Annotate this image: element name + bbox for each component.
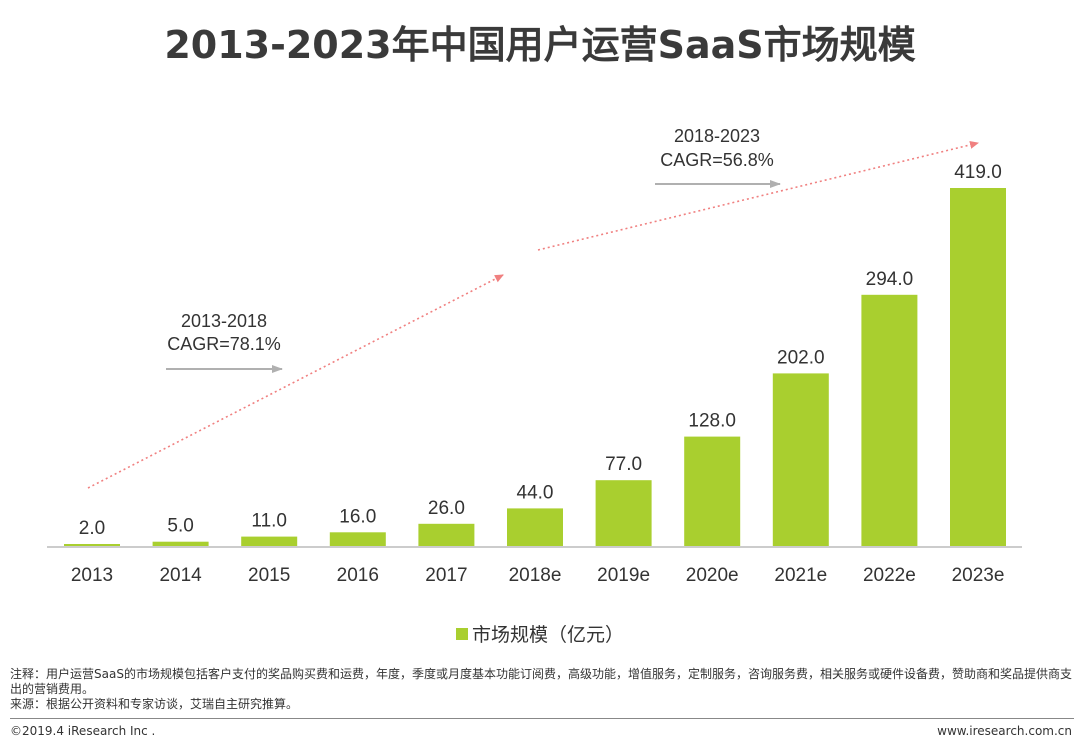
copyright: ©2019.4 iResearch Inc .	[10, 724, 156, 738]
x-tick-2016: 2016	[337, 565, 379, 586]
x-tick-labels: 2013 2014 2015 2016 2017 2018e 2019e 2020e 2021e…	[71, 565, 1005, 586]
value-label-2015: 11.0	[251, 511, 287, 532]
value-label-2021e: 202.0	[777, 347, 825, 368]
footnote-source: 来源：根据公开资料和专家访谈，艾瑞自主研究推算。	[10, 697, 299, 711]
value-label-2020e: 128.0	[688, 411, 736, 432]
value-label-2013: 2.0	[79, 518, 105, 539]
x-tick-2023e: 2023e	[952, 565, 1005, 586]
bar-2014	[152, 541, 209, 546]
value-label-2017: 26.0	[428, 498, 465, 519]
website: www.iresearch.com.cn	[937, 724, 1072, 738]
legend-swatch	[455, 628, 468, 640]
bar-2022e	[861, 294, 918, 546]
legend-label: 市场规模（亿元）	[471, 624, 624, 646]
footer-divider	[10, 718, 1074, 719]
bar-chart: 2.0 5.0 11.0 16.0 26.0 44.0 77.0 128.0 202.0 294.…	[47, 126, 1022, 586]
cagr-1-period: 2013-2018	[181, 311, 267, 331]
x-tick-2022e: 2022e	[863, 565, 916, 586]
trend-arrow-2018-2023	[537, 141, 979, 251]
x-tick-2015: 2015	[248, 565, 290, 586]
value-label-2018e: 44.0	[517, 482, 554, 503]
value-label-2019e: 77.0	[605, 454, 642, 475]
footnote: 注释：用户运营SaaS的市场规模包括客户支付的奖品购买费和运费，年度，季度或月度…	[10, 667, 1072, 712]
x-tick-2017: 2017	[425, 565, 467, 586]
value-label-2023e: 419.0	[954, 162, 1002, 183]
value-label-2014: 5.0	[167, 516, 193, 537]
footnote-note: 注释：用户运营SaaS的市场规模包括客户支付的奖品购买费和运费，年度，季度或月度…	[10, 667, 1072, 696]
bar-2017	[418, 523, 475, 546]
bar-2023e	[950, 188, 1006, 546]
x-tick-2021e: 2021e	[774, 565, 827, 586]
bar-2016	[329, 532, 386, 546]
cagr-2-value: CAGR=56.8%	[660, 150, 774, 170]
chart-title: 2013-2023年中国用户运营SaaS市场规模	[164, 23, 916, 67]
x-tick-2013: 2013	[71, 565, 113, 586]
cagr-1-value: CAGR=78.1%	[167, 334, 281, 354]
x-tick-2014: 2014	[159, 565, 202, 586]
bar-2020e	[684, 436, 741, 546]
trend-arrow-2013-2018	[87, 274, 504, 489]
x-tick-2018e: 2018e	[509, 565, 562, 586]
bar-2019e	[595, 480, 652, 546]
cagr-2-period: 2018-2023	[674, 126, 760, 146]
bar-2013	[64, 544, 120, 546]
legend: 市场规模（亿元）	[0, 620, 1080, 647]
value-label-2022e: 294.0	[866, 269, 914, 290]
value-label-2016: 16.0	[339, 506, 376, 527]
x-tick-2020e: 2020e	[686, 565, 739, 586]
x-tick-2019e: 2019e	[597, 565, 650, 586]
bar-2015	[241, 536, 298, 546]
bar-2021e	[772, 373, 829, 546]
bar-2018e	[507, 508, 563, 546]
bars-group: 2.0 5.0 11.0 16.0 26.0 44.0 77.0 128.0 202.0 294.…	[64, 162, 1006, 546]
